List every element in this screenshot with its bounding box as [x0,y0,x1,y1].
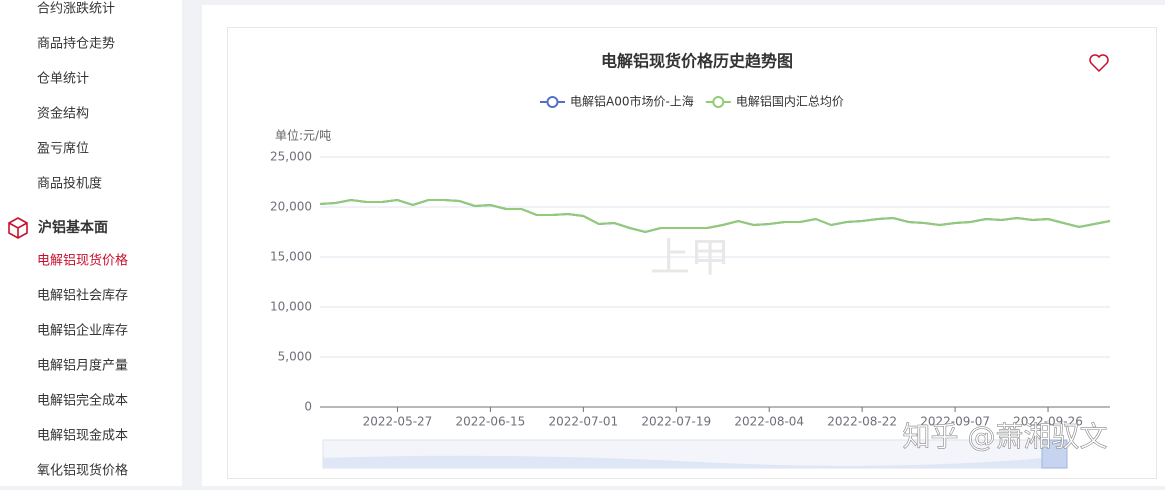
menu-item[interactable]: 电解铝社会库存 [37,288,128,304]
menu-item[interactable]: 商品持仓走势 [37,36,115,52]
legend-marker[interactable] [712,96,725,108]
x-tick-label: 2022-07-01 [548,415,618,429]
x-tick-label: 2022-08-04 [734,415,804,429]
y-tick-label: 15,000 [270,250,312,264]
menu-item[interactable]: 盈亏席位 [37,141,89,157]
data-zoom[interactable] [322,439,1068,469]
x-tick-label: 2022-09-26 [1013,415,1083,429]
section-icon [8,217,28,239]
y-tick-label: 5,000 [278,350,312,364]
watermark: 上甲 [650,235,730,281]
chart-title: 电解铝现货价格历史趋势图 [601,52,793,71]
x-tick-label: 2022-09-07 [920,415,990,429]
menu-item[interactable]: 氧化铝现货价格 [37,463,128,479]
x-tick-label: 2022-05-27 [363,415,433,429]
x-tick-label: 2022-08-22 [827,415,897,429]
menu-item[interactable]: 商品投机度 [37,176,102,192]
menu-item[interactable]: 仓单统计 [37,72,89,87]
menu-item[interactable]: 合约涨跌统计 [37,1,115,17]
menu-item[interactable]: 电解铝企业库存 [37,323,128,339]
menu-section[interactable]: 沪铝基本面 [38,219,108,236]
sidebar [0,0,182,486]
menu-item[interactable]: 电解铝现金成本 [37,428,128,444]
legend-label[interactable]: 电解铝A00市场价-上海 [570,94,694,109]
y-tick-label: 20,000 [270,200,312,214]
menu-item[interactable]: 资金结构 [37,106,89,122]
y-tick-label: 25,000 [270,150,312,164]
menu-item[interactable]: 电解铝完全成本 [37,393,128,409]
menu-item[interactable]: 电解铝现货价格 [37,253,128,269]
menu-item[interactable]: 电解铝月度产量 [37,358,128,374]
x-tick-label: 2022-07-19 [641,415,711,429]
series-line [319,198,1111,234]
y-tick-label: 10,000 [270,300,312,314]
legend-label[interactable]: 电解铝国内汇总均价 [736,94,844,109]
favorite-icon[interactable] [1089,54,1109,73]
y-tick-label: 0 [304,400,312,414]
overlay-text: 知乎 @萧湘驭文 [903,420,1108,453]
legend-marker[interactable] [546,96,559,108]
y-axis-unit: 单位:元/吨 [275,128,331,143]
x-tick-label: 2022-06-15 [456,415,526,429]
chart-card [227,27,1157,479]
